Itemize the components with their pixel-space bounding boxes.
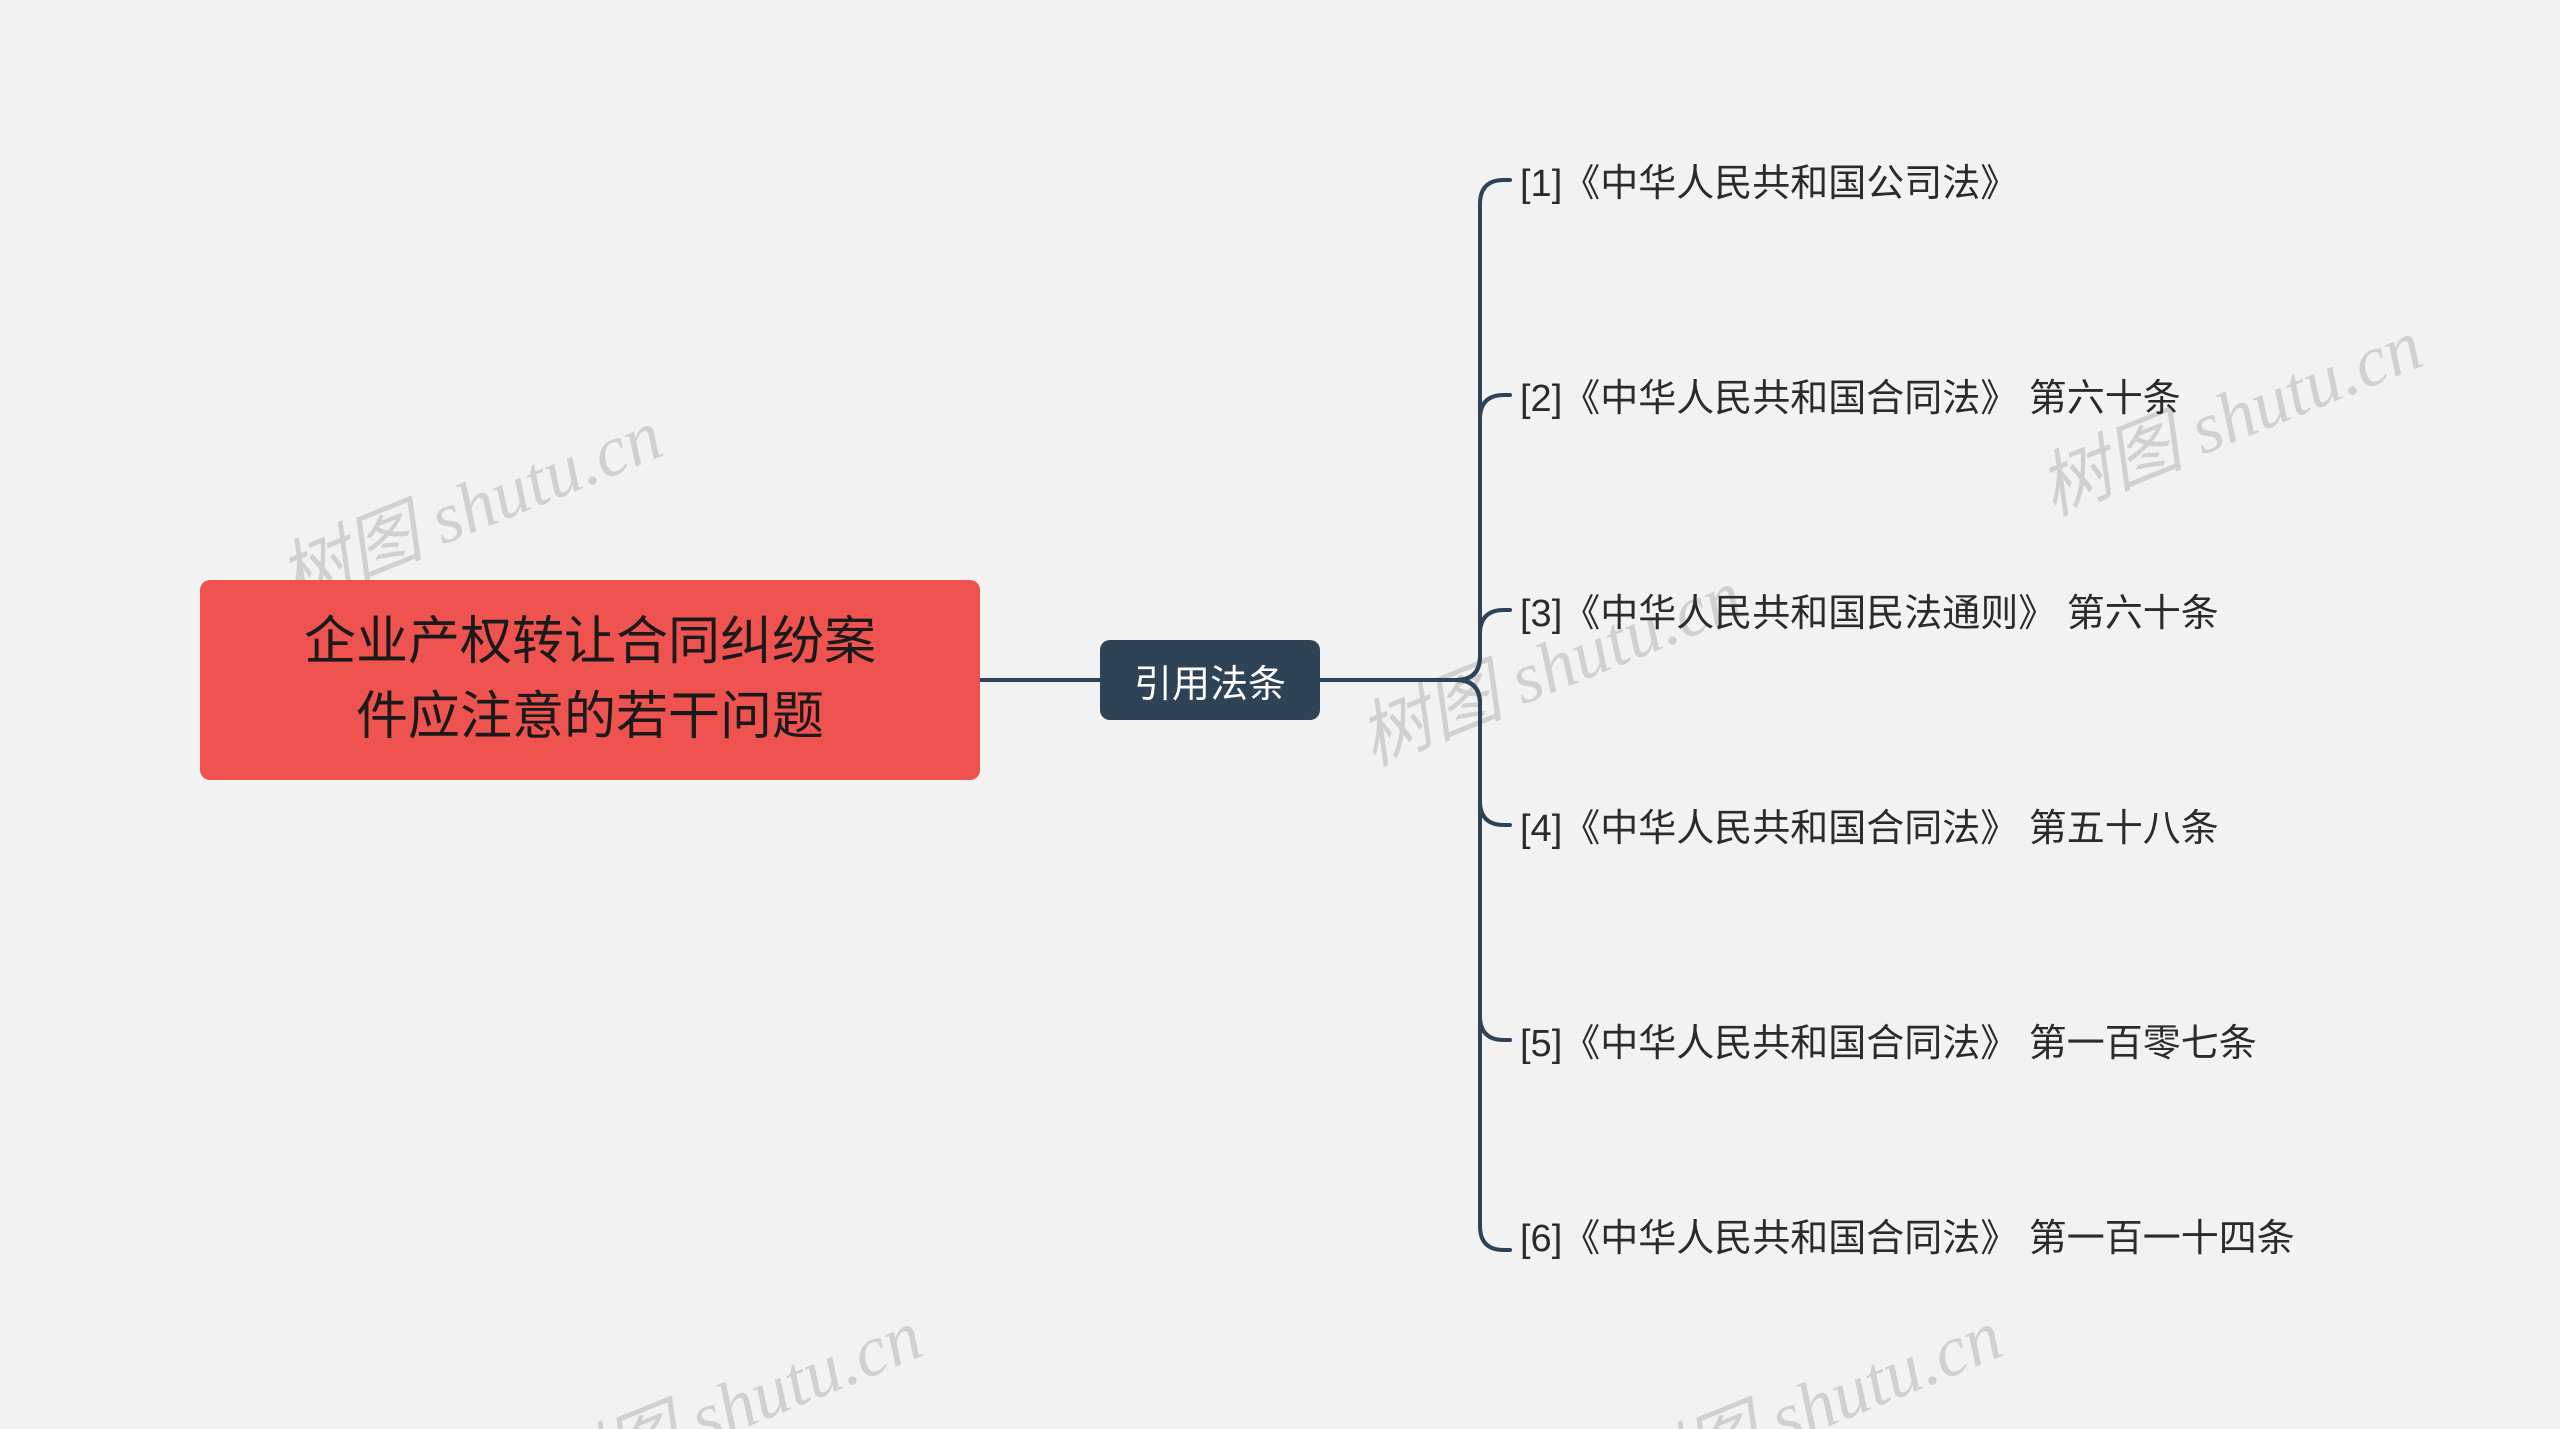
- leaf-node[interactable]: [6]《中华人民共和国合同法》 第一百一十四条: [1520, 1215, 2320, 1264]
- mindmap-canvas: 树图 shutu.cn 树图 shutu.cn 树图 shutu.cn 树图 s…: [0, 0, 2560, 1429]
- leaf-node[interactable]: [1]《中华人民共和国公司法》: [1520, 160, 2340, 209]
- root-line1: 企业产权转让合同纠纷案: [304, 605, 876, 680]
- leaf-text: [2]《中华人民共和国合同法》 第六十条: [1520, 378, 2181, 420]
- leaf-text: [1]《中华人民共和国公司法》: [1520, 163, 2018, 205]
- watermark: 树图 shutu.cn: [1601, 1276, 2015, 1429]
- leaf-node[interactable]: [2]《中华人民共和国合同法》 第六十条: [1520, 375, 2340, 424]
- leaf-node[interactable]: [3]《中华人民共和国民法通则》 第六十条: [1520, 590, 2340, 639]
- leaf-text: [5]《中华人民共和国合同法》 第一百零七条: [1520, 1023, 2257, 1065]
- leaf-text: [4]《中华人民共和国合同法》 第五十八条: [1520, 808, 2219, 850]
- branch-node[interactable]: 引用法条: [1100, 640, 1320, 720]
- branch-label: 引用法条: [1134, 653, 1286, 708]
- watermark: 树图 shutu.cn: [1341, 536, 1755, 785]
- leaf-node[interactable]: [4]《中华人民共和国合同法》 第五十八条: [1520, 805, 2340, 854]
- watermark: 树图 shutu.cn: [521, 1276, 935, 1429]
- leaf-text: [3]《中华人民共和国民法通则》 第六十条: [1520, 593, 2219, 635]
- leaf-node[interactable]: [5]《中华人民共和国合同法》 第一百零七条: [1520, 1020, 2340, 1069]
- root-line2: 件应注意的若干问题: [304, 680, 876, 755]
- leaf-text: [6]《中华人民共和国合同法》 第一百一十四条: [1520, 1218, 2295, 1260]
- root-node[interactable]: 企业产权转让合同纠纷案 件应注意的若干问题: [200, 580, 980, 780]
